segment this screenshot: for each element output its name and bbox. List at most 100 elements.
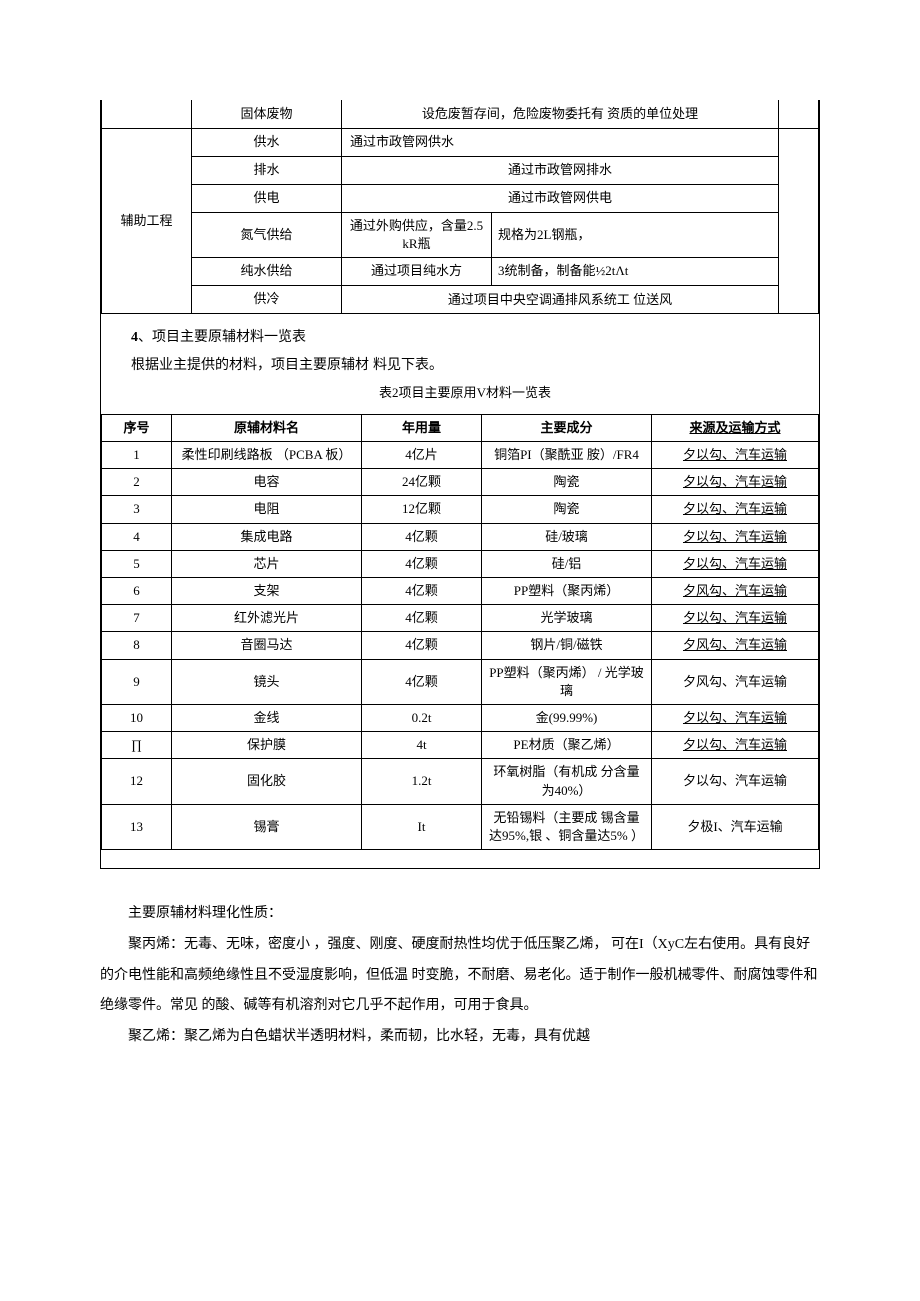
td-mat: 镜头 — [172, 659, 362, 704]
th-seq: 序号 — [102, 414, 172, 441]
td-mat: 电阻 — [172, 496, 362, 523]
td-qty: 4亿片 — [362, 442, 482, 469]
td-comp: PP塑料（聚丙烯） — [482, 578, 652, 605]
td-mat: 锡膏 — [172, 804, 362, 849]
td-comp: PP塑料（聚丙烯） / 光学玻璃 — [482, 659, 652, 704]
table-row: 12固化胶1.2t环氧树脂（有机成 分含量为40%）夕以勾、汽车运输 — [102, 759, 819, 804]
td-mat: 音圈马达 — [172, 632, 362, 659]
td-mat: 支架 — [172, 578, 362, 605]
table-row: 5芯片4亿颗硅/铝夕以勾、汽车运输 — [102, 550, 819, 577]
td-comp: 陶瓷 — [482, 469, 652, 496]
table-row: 7红外滤光片4亿颗光学玻璃夕以勾、汽车运输 — [102, 605, 819, 632]
td-src: 夕以勾、汽车运输 — [652, 442, 819, 469]
td-qty: It — [362, 804, 482, 849]
td-mat: 金线 — [172, 704, 362, 731]
cell-name: 供冷 — [192, 285, 342, 313]
cell-extra — [779, 100, 819, 128]
th-comp: 主要成分 — [482, 414, 652, 441]
cell-name: 供水 — [192, 128, 342, 156]
cell-desc: 通过项目中央空调通排风系统工 位送风 — [342, 285, 779, 313]
td-comp: 硅/玻璃 — [482, 523, 652, 550]
td-seq: 5 — [102, 550, 172, 577]
td-qty: 4亿颗 — [362, 605, 482, 632]
td-qty: 4亿颗 — [362, 632, 482, 659]
td-qty: 4亿颗 — [362, 523, 482, 550]
td-src: 夕以勾、汽车运输 — [652, 469, 819, 496]
td-mat: 芯片 — [172, 550, 362, 577]
materials-table: 序号 原辅材料名 年用量 主要成分 来源及运输方式 1柔性印刷线路板 （PCBA… — [101, 414, 819, 850]
cell-desc-l: 通过外购供应，含量2.5kR瓶 — [342, 212, 492, 257]
td-mat: 柔性印刷线路板 （PCBA 板） — [172, 442, 362, 469]
table-row: 9镜头4亿颗PP塑料（聚丙烯） / 光学玻璃夕风勾、汽车运输 — [102, 659, 819, 704]
td-mat: 电容 — [172, 469, 362, 496]
td-src: 夕以勾、汽车运输 — [652, 759, 819, 804]
intro-line-a: 根据业主提供的材料，项目主要原辅材 — [131, 358, 369, 373]
td-mat: 红外滤光片 — [172, 605, 362, 632]
cell-extra — [779, 128, 819, 313]
td-qty: 24亿颗 — [362, 469, 482, 496]
caption-b: V材料一览表 — [477, 385, 551, 400]
td-comp: PE材质（聚乙烯） — [482, 732, 652, 759]
aux-label: 辅助工程 — [102, 128, 192, 313]
td-src: 夕极I、汽车运输 — [652, 804, 819, 849]
th-qty: 年用量 — [362, 414, 482, 441]
td-src: 夕风勾、汽车运输 — [652, 578, 819, 605]
section-4-intro: 4、项目主要原辅材料一览表 根据业主提供的材料，项目主要原辅材 料见下表。 表2… — [101, 314, 819, 414]
td-src: 夕风勾、汽车运输 — [652, 659, 819, 704]
table-row: 8音圈马达4亿颗钢片/铜/磁铁夕风勾、汽车运输 — [102, 632, 819, 659]
cell-desc: 通过市政管网供电 — [342, 184, 779, 212]
pp-paragraph: 聚丙烯：无毒、无味，密度小 ，强度、刚度、硬度耐热性均优于低压聚乙烯， 可在I（… — [100, 930, 820, 1022]
td-src: 夕以勾、汽车运输 — [652, 523, 819, 550]
table-row: 3电阻12亿颗陶瓷夕以勾、汽车运输 — [102, 496, 819, 523]
cell-name: 排水 — [192, 156, 342, 184]
cell-name: 供电 — [192, 184, 342, 212]
table-header-row: 序号 原辅材料名 年用量 主要成分 来源及运输方式 — [102, 414, 819, 441]
td-seq: 7 — [102, 605, 172, 632]
td-comp: 硅/铝 — [482, 550, 652, 577]
td-seq: 10 — [102, 704, 172, 731]
td-qty: 1.2t — [362, 759, 482, 804]
td-seq: 13 — [102, 804, 172, 849]
td-comp: 无铅锡料（主要成 锡含量达95%,银 、铜含量达5% ） — [482, 804, 652, 849]
cell-desc: 通过市政管网供水 — [342, 128, 779, 156]
td-seq: ∏ — [102, 732, 172, 759]
table-row: 4集成电路4亿颗硅/玻璃夕以勾、汽车运输 — [102, 523, 819, 550]
table-row: 6支架4亿颗PP塑料（聚丙烯）夕风勾、汽车运输 — [102, 578, 819, 605]
td-seq: 6 — [102, 578, 172, 605]
th-src: 来源及运输方式 — [652, 414, 819, 441]
td-seq: 2 — [102, 469, 172, 496]
td-comp: 铜箔PI（聚酰亚 胺）/FR4 — [482, 442, 652, 469]
td-src: 夕以勾、汽车运输 — [652, 605, 819, 632]
properties-heading: 主要原辅材料理化性质： — [100, 899, 820, 930]
td-src: 夕以勾、汽车运输 — [652, 704, 819, 731]
cell-name: 纯水供给 — [192, 257, 342, 285]
cell-name: 固体废物 — [192, 100, 342, 128]
td-src: 夕以勾、汽车运输 — [652, 550, 819, 577]
section-title: 、项目主要原辅材料一览表 — [138, 330, 306, 345]
td-seq: 8 — [102, 632, 172, 659]
td-comp: 环氧树脂（有机成 分含量为40%） — [482, 759, 652, 804]
td-mat: 固化胶 — [172, 759, 362, 804]
cell-desc-r: 3统制备，制备能½2tΛt — [492, 257, 779, 285]
table-row: ∏保护膜4tPE材质（聚乙烯）夕以勾、汽车运输 — [102, 732, 819, 759]
td-qty: 4亿颗 — [362, 550, 482, 577]
th-mat: 原辅材料名 — [172, 414, 362, 441]
td-src: 夕以勾、汽车运输 — [652, 732, 819, 759]
td-seq: 3 — [102, 496, 172, 523]
intro-line-b: 料见下表。 — [373, 358, 443, 373]
table-row: 13锡膏It无铅锡料（主要成 锡含量达95%,银 、铜含量达5% ）夕极I、汽车… — [102, 804, 819, 849]
caption-a: 表2项目主要原用 — [379, 385, 477, 400]
td-qty: 4亿颗 — [362, 578, 482, 605]
aux-engineering-table: 固体废物 设危废暂存间，危险废物委托有 资质的单位处理 辅助工程 供水 通过市政… — [101, 100, 819, 314]
material-properties-text: 主要原辅材料理化性质： 聚丙烯：无毒、无味，密度小 ，强度、刚度、硬度耐热性均优… — [100, 869, 820, 1053]
table-row: 2电容24亿颗陶瓷夕以勾、汽车运输 — [102, 469, 819, 496]
td-seq: 9 — [102, 659, 172, 704]
cell-blank — [102, 100, 192, 128]
td-src: 夕以勾、汽车运输 — [652, 496, 819, 523]
pe-paragraph: 聚乙烯：聚乙烯为白色蜡状半透明材料，柔而韧，比水轻，无毒，具有优越 — [100, 1022, 820, 1053]
td-seq: 4 — [102, 523, 172, 550]
td-src: 夕风勾、汽车运输 — [652, 632, 819, 659]
page-frame: 固体废物 设危废暂存间，危险废物委托有 资质的单位处理 辅助工程 供水 通过市政… — [100, 100, 820, 869]
section-num: 4 — [131, 330, 138, 345]
table-row: 10金线0.2t金(99.99%)夕以勾、汽车运输 — [102, 704, 819, 731]
